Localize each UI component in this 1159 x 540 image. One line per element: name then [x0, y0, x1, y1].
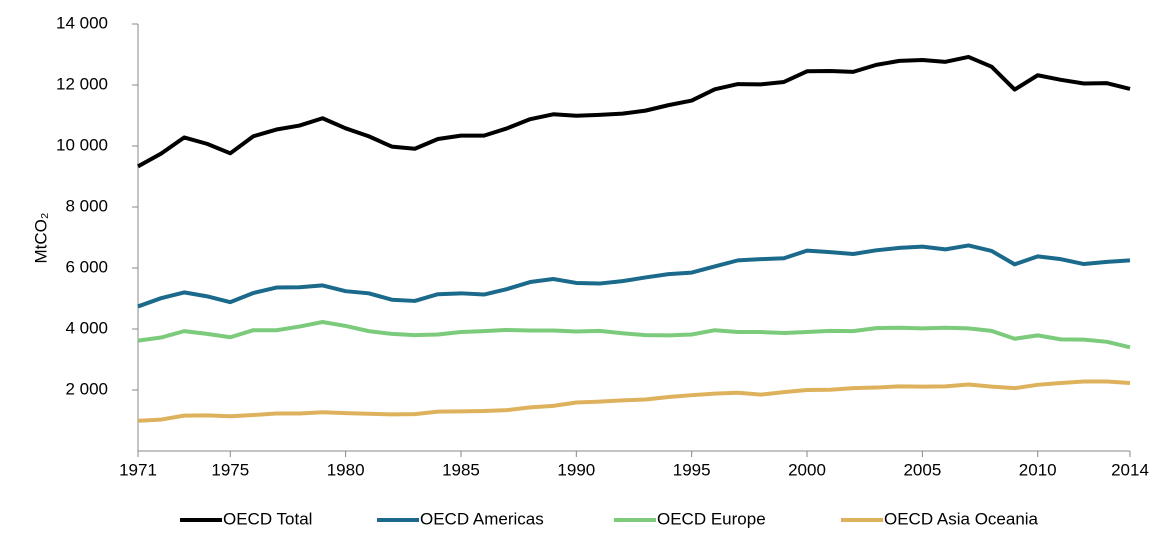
legend-label: OECD Total	[223, 509, 312, 528]
x-tick-label: 1971	[119, 460, 157, 479]
y-tick-label: 2 000	[65, 379, 108, 398]
legend-label: OECD Americas	[420, 509, 544, 528]
legend-label: OECD Asia Oceania	[884, 509, 1039, 528]
series-line	[137, 243, 1131, 309]
y-tick-label: 12 000	[56, 74, 108, 93]
series-line	[137, 319, 1131, 350]
y-tick-label: 14 000	[56, 13, 108, 32]
y-tick-label: 4 000	[65, 318, 108, 337]
y-axis-label: MtCO₂	[31, 213, 50, 264]
y-tick-label: 8 000	[65, 196, 108, 215]
x-tick-label: 2010	[1019, 460, 1057, 479]
series-line	[137, 379, 1131, 423]
x-tick-label: 2000	[788, 460, 826, 479]
x-tick-label: 1980	[327, 460, 365, 479]
x-tick-label: 2005	[903, 460, 941, 479]
legend-label: OECD Europe	[657, 509, 766, 528]
x-tick-label: 1990	[557, 460, 595, 479]
x-tick-label: 1995	[673, 460, 711, 479]
y-tick-label: 10 000	[56, 135, 108, 154]
y-tick-label: 6 000	[65, 257, 108, 276]
x-tick-label: 2014	[1111, 460, 1149, 479]
series-line	[137, 54, 1131, 169]
x-tick-label: 1985	[442, 460, 480, 479]
x-tick-label: 1975	[211, 460, 249, 479]
